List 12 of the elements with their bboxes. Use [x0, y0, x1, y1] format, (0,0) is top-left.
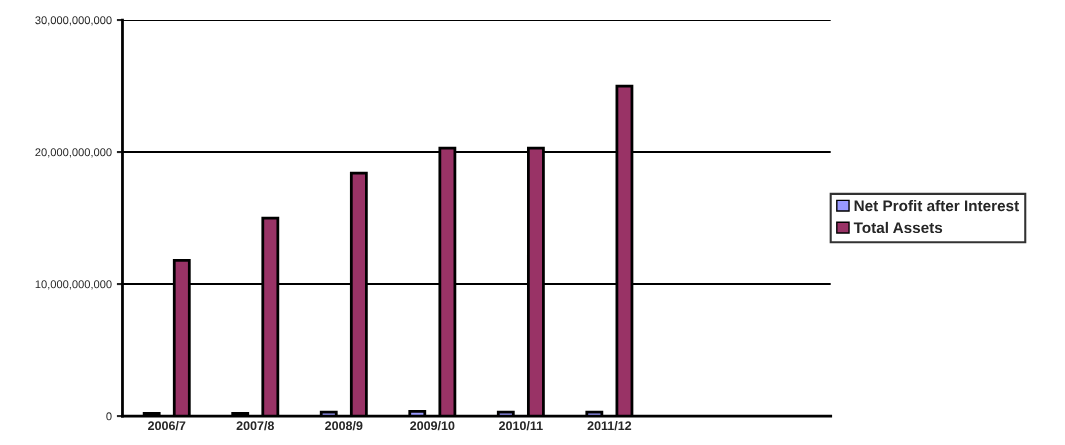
y-tick-label: 20,000,000,000: [35, 148, 112, 158]
x-tick-label: 2006/7: [148, 420, 186, 431]
y-tick-label: 30,000,000,000: [35, 16, 112, 26]
y-tick-label: 0: [106, 412, 112, 421]
legend-label: Total Assets: [853, 221, 943, 234]
y-tick-label: 10,000,000,000: [35, 280, 112, 290]
legend-label: Net Profit after Interest: [854, 199, 1019, 212]
x-tick-label: 2011/12: [587, 420, 632, 431]
x-tick-label: 2010/11: [499, 420, 543, 431]
x-tick-label: 2009/10: [410, 420, 455, 431]
x-tick-label: 2007/8: [236, 420, 274, 431]
x-tick-label: 2008/9: [325, 420, 363, 431]
